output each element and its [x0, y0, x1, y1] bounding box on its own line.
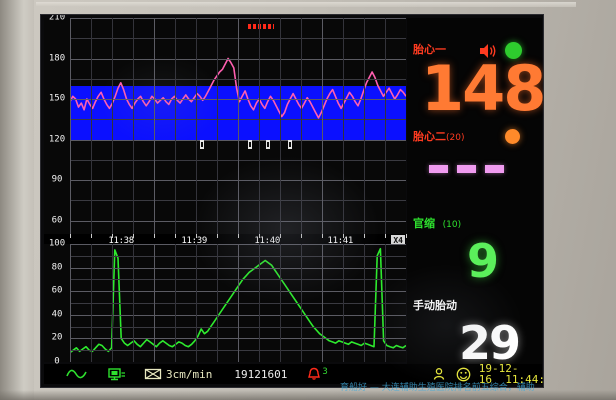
bezel-bottom-shadow	[0, 390, 616, 400]
paper-speed-icon[interactable]	[144, 364, 162, 384]
watermark-text: 育船好 — 大连辅助生殖医院排名前五综合，辅助	[340, 383, 535, 393]
monitor-screen: 60 90 120 150 180 210 X4 11:38 11:39 11:40 11:41…	[40, 14, 544, 388]
fetal-movement-marker	[200, 140, 204, 149]
time-axis-tick	[196, 234, 197, 238]
fetal-movement-label: 手动胎动	[413, 299, 457, 312]
time-axis-tick	[112, 234, 113, 238]
speaker-on-icon[interactable]	[479, 43, 497, 59]
toco-chart[interactable]: 0 20 40 60 80 100	[44, 239, 406, 366]
toco-label: 官缩 (10)	[413, 218, 461, 231]
fetal-movement-marker	[266, 140, 270, 149]
green-status-dot	[505, 42, 522, 59]
y-axis-label: 210	[48, 14, 66, 23]
toco-plot	[70, 244, 406, 362]
time-axis-tick	[343, 234, 344, 238]
y-axis-label: 180	[48, 53, 66, 63]
fhr1-label-text: 胎心一	[413, 43, 446, 56]
y-axis-label: 80	[51, 262, 63, 273]
trace-area: 60 90 120 150 180 210 X4 11:38 11:39 11:40 11:41…	[44, 15, 407, 366]
dash-segment	[429, 165, 448, 173]
toco-trace	[70, 247, 406, 354]
y-axis-label: 20	[51, 332, 63, 343]
time-axis-tick	[217, 234, 218, 238]
alarm-count: 3	[322, 367, 328, 377]
time-axis-label: 11:39	[181, 236, 207, 246]
time-axis-label: 11:41	[327, 236, 354, 246]
time-axis-tick	[301, 234, 302, 238]
fhr-plot	[70, 18, 406, 234]
toco-label-suffix: (10)	[442, 220, 462, 230]
time-axis-tick	[133, 234, 134, 238]
time-axis-tick	[322, 234, 323, 238]
dash-segment	[457, 165, 476, 173]
bezel-highlight	[36, 2, 576, 7]
record-id: 19121601	[234, 367, 288, 381]
fhr2-label-suffix: (20)	[446, 133, 465, 143]
fetal-movement-marker	[248, 140, 252, 149]
fetal-movement-marker	[288, 140, 292, 149]
time-axis-tick	[385, 234, 386, 238]
bell-icon[interactable]	[307, 364, 321, 384]
time-axis-tick	[91, 234, 92, 238]
smiley-face-icon[interactable]	[456, 364, 471, 384]
time-axis-tick	[154, 234, 155, 238]
time-axis-tick	[364, 234, 365, 238]
y-axis-label: 120	[48, 134, 66, 144]
time-axis-label: 11:40	[254, 236, 280, 246]
y-axis-label: 0	[54, 356, 60, 367]
paper-speed-text: 3cm/min	[166, 367, 213, 381]
time-axis-tick	[175, 234, 176, 238]
fetal-movement-value: 29	[459, 316, 521, 370]
toco-label-text: 官缩	[413, 217, 435, 230]
fhr1-label: 胎心一	[413, 44, 446, 56]
datetime: 19-12-16 11:44:41	[478, 362, 544, 386]
fhr2-label-text: 胎心二	[413, 130, 446, 143]
fhr-chart[interactable]: 60 90 120 150 180 210	[44, 15, 406, 234]
time-axis-tick	[238, 234, 239, 238]
time-axis-tick	[406, 234, 407, 238]
time-axis-label: 11:38	[108, 236, 134, 246]
toco-value: 9	[467, 234, 499, 288]
y-axis-label: 40	[51, 309, 63, 320]
time-axis-tick	[280, 234, 281, 238]
user-icon[interactable]	[432, 364, 446, 384]
time-scale-tag: X4	[391, 235, 405, 246]
y-axis-label: 60	[51, 215, 63, 225]
y-axis-label: 100	[48, 238, 66, 249]
y-axis-label: 150	[48, 93, 66, 104]
date-text: 19-12-16	[478, 362, 519, 386]
fhr-trace	[70, 57, 406, 119]
orange-status-dot	[505, 129, 520, 144]
time-axis-tick	[259, 234, 260, 238]
numeric-panel: 胎心一 148 胎心二(20) 官缩 (10) 9 手动胎动 29	[407, 18, 544, 370]
y-axis-label: 90	[51, 174, 63, 185]
status-bar: 3cm/min 19121601 3 19-12-16 11:	[44, 362, 544, 386]
printer-icon[interactable]	[108, 364, 126, 384]
red-event-marker	[248, 24, 274, 29]
bezel-left-shadow	[0, 0, 34, 400]
fhr1-value: 148	[421, 52, 544, 125]
sine-wave-icon[interactable]	[66, 364, 88, 384]
fhr2-value-dashes	[429, 165, 504, 173]
time-text: 11:44:41	[505, 373, 544, 386]
fhr2-label: 胎心二(20)	[413, 131, 464, 144]
time-axis-tick	[70, 234, 71, 238]
y-axis-label: 60	[51, 285, 63, 296]
dash-segment	[485, 165, 504, 173]
